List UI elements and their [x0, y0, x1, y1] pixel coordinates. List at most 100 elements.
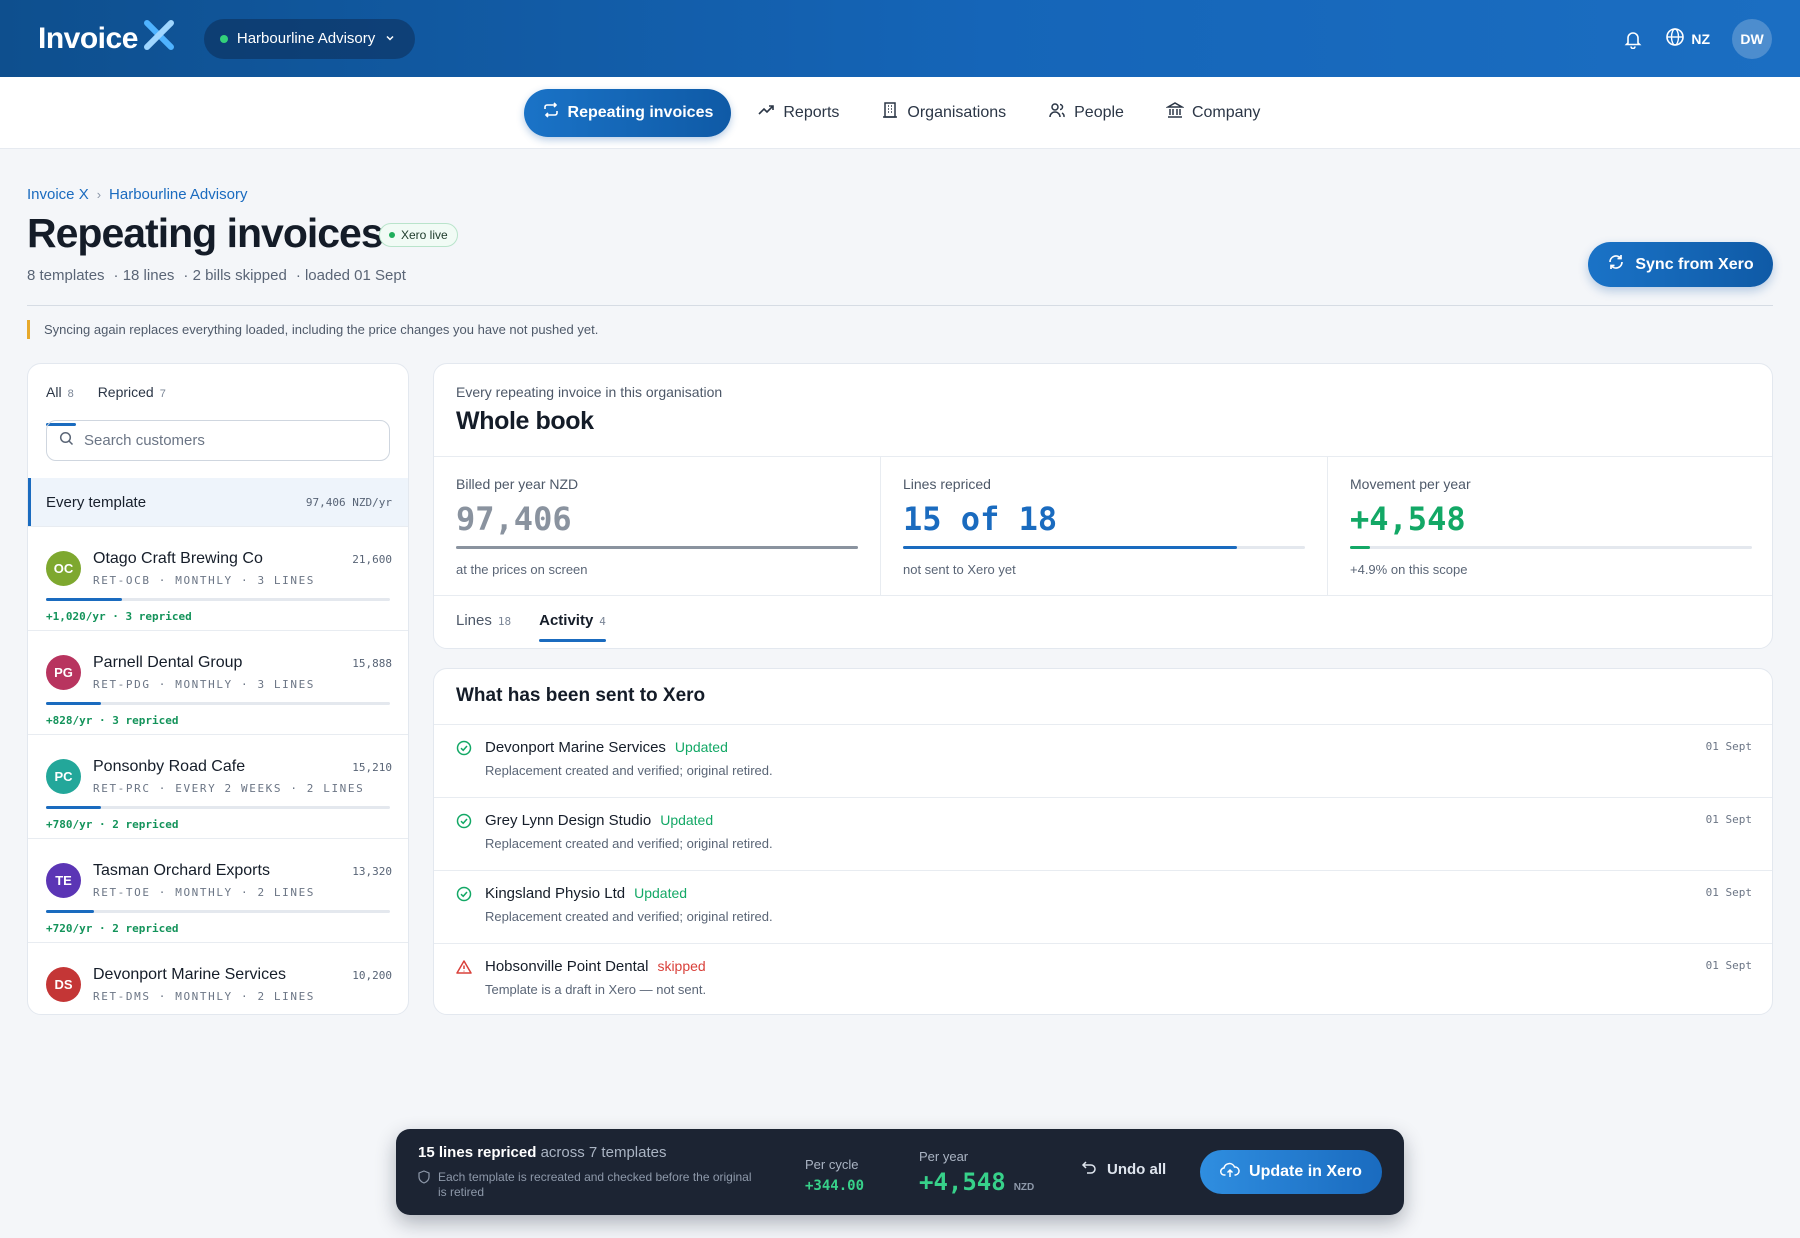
trend-icon	[757, 101, 775, 124]
whole-book-panel: Every repeating invoice in this organisa…	[433, 363, 1773, 649]
meta-skipped: · 2 bills skipped	[183, 267, 287, 284]
stat-label: Lines repriced	[903, 476, 991, 492]
customer-row[interactable]: TE Tasman Orchard Exports 13,320 RET-TOE…	[28, 838, 408, 942]
nav-people[interactable]: People	[1032, 89, 1140, 137]
customer-name: Ponsonby Road Cafe	[93, 758, 246, 775]
search-customers-field[interactable]: Search customers	[46, 420, 390, 461]
tab-count: 8	[67, 388, 74, 400]
sync-warning: Syncing again replaces everything loaded…	[27, 320, 598, 339]
customer-delta: +1,020/yr · 3 repriced	[46, 610, 192, 623]
customer-avatar: DS	[46, 967, 81, 1002]
activity-item[interactable]: Grey Lynn Design Studio Updated Replaceme…	[434, 797, 1772, 870]
stat-label: Billed per year NZD	[456, 476, 579, 492]
activity-title: What has been sent to Xero	[456, 685, 706, 706]
tab-label: Activity	[539, 612, 594, 629]
header-divider	[27, 305, 1773, 306]
pending-note: Each template is recreated and checked b…	[418, 1170, 758, 1200]
every-template-row[interactable]: Every template 97,406 NZD/yr	[28, 478, 408, 526]
activity-item[interactable]: Hobsonville Point Dental skipped Template…	[434, 943, 1772, 1014]
nav-company[interactable]: Company	[1150, 89, 1276, 137]
per-year-summary: Per year +4,548 NZD	[919, 1149, 1034, 1196]
logo-x-icon	[143, 19, 174, 58]
pending-note-text: Each template is recreated and checked b…	[438, 1170, 752, 1199]
customer-list-panel: All 8 Repriced 7 Search customers Every te…	[27, 363, 409, 1015]
bell-icon[interactable]	[1623, 29, 1643, 49]
activity-item[interactable]: Kingsland Physio Ltd Updated Replacement …	[434, 870, 1772, 943]
stat-value: +4,548	[1350, 500, 1466, 538]
customer-amount: 15,210	[352, 761, 392, 774]
customer-amount: 10,200	[352, 969, 392, 982]
customer-schedule: RET-PRC · EVERY 2 WEEKS · 2 LINES	[93, 782, 365, 795]
tab-count: 18	[497, 615, 512, 628]
stat-lines-repriced: Lines repriced 15 of 18 not sent to Xero…	[881, 457, 1328, 595]
stats-row: Billed per year NZD 97,406 at the prices…	[434, 456, 1772, 596]
pending-scope: across 7 templates	[540, 1144, 667, 1161]
activity-date: 01 Sept	[1705, 813, 1752, 826]
xero-live-badge: Xero live	[379, 223, 458, 247]
tab-count: 7	[159, 388, 166, 400]
activity-desc: Replacement created and verified; origin…	[485, 763, 773, 778]
org-switcher[interactable]: Harbourline Advisory	[203, 18, 416, 59]
customer-name: Tasman Orchard Exports	[93, 862, 270, 879]
badge-label: Xero live	[401, 228, 448, 242]
stat-note: at the prices on screen	[456, 562, 588, 577]
activity-item[interactable]: Devonport Marine Services Updated Replace…	[434, 724, 1772, 797]
customer-schedule: RET-OCB · MONTHLY · 3 LINES	[93, 574, 316, 587]
per-cycle-label: Per cycle	[805, 1157, 859, 1172]
nav-repeating-invoices[interactable]: Repeating invoices	[523, 88, 732, 137]
nav-organisations[interactable]: Organisations	[865, 89, 1022, 137]
per-year-value: +4,548	[919, 1168, 1006, 1196]
nav-label: Reports	[783, 103, 840, 121]
customer-row[interactable]: PC Ponsonby Road Cafe 15,210 RET-PRC · E…	[28, 734, 408, 838]
pending-count: 15 lines repriced	[418, 1144, 537, 1161]
activity-list: Devonport Marine Services Updated Replace…	[434, 724, 1772, 1014]
tab-label: Lines	[456, 612, 492, 629]
undo-icon	[1081, 1159, 1097, 1179]
chevron-right-icon: ›	[96, 187, 102, 202]
customer-row[interactable]: OC Otago Craft Brewing Co 21,600 RET-OCB…	[28, 526, 408, 630]
check-circle-icon	[456, 740, 472, 761]
progress-fill	[46, 910, 95, 913]
activity-date: 01 Sept	[1705, 959, 1752, 972]
customer-row[interactable]: DS Devonport Marine Services 10,200 RET-…	[28, 942, 408, 1014]
nav-reports[interactable]: Reports	[741, 89, 855, 137]
people-icon	[1048, 101, 1066, 124]
org-switcher-label: Harbourline Advisory	[236, 30, 376, 47]
customer-list: OC Otago Craft Brewing Co 21,600 RET-OCB…	[28, 526, 408, 1014]
breadcrumb: Invoice X › Harbourline Advisory	[27, 186, 247, 203]
customer-amount: 15,888	[352, 657, 392, 670]
top-bar: Invoice Harbourline Advisory NZ DW	[0, 0, 1800, 77]
customer-schedule: RET-TOE · MONTHLY · 2 LINES	[93, 886, 316, 899]
sync-from-xero-button[interactable]: Sync from Xero	[1588, 242, 1773, 287]
activity-date: 01 Sept	[1705, 740, 1752, 753]
tab-repriced[interactable]: Repriced 7	[98, 384, 166, 414]
stat-bar	[456, 546, 858, 549]
tab-all[interactable]: All 8	[46, 384, 76, 426]
undo-all-button[interactable]: Undo all	[1081, 1159, 1166, 1179]
stat-movement-per-year: Movement per year +4,548 +4.9% on this s…	[1328, 457, 1772, 595]
stat-bar	[903, 546, 1305, 549]
bank-icon	[1165, 101, 1185, 124]
globe-icon	[1665, 27, 1685, 50]
progress-fill	[46, 598, 122, 601]
locale-switcher[interactable]: NZ	[1665, 27, 1710, 50]
activity-name: Kingsland Physio Ltd	[485, 885, 626, 902]
customer-progress-bar	[46, 598, 390, 601]
customer-progress-bar	[46, 702, 390, 705]
search-placeholder: Search customers	[84, 432, 205, 449]
breadcrumb-link-root[interactable]: Invoice X	[27, 186, 89, 203]
tab-activity[interactable]: Activity 4	[539, 612, 606, 642]
nav-label: Organisations	[907, 103, 1007, 121]
refresh-icon	[1607, 253, 1625, 276]
app-logo[interactable]: Invoice	[38, 19, 174, 58]
breadcrumb-link-org[interactable]: Harbourline Advisory	[109, 186, 248, 203]
meta-loaded: · loaded 01 Sept	[295, 267, 406, 284]
customer-row[interactable]: PG Parnell Dental Group 15,888 RET-PDG ·…	[28, 630, 408, 734]
user-avatar[interactable]: DW	[1732, 18, 1772, 59]
tab-lines[interactable]: Lines 18	[456, 612, 511, 629]
customer-progress-bar	[46, 806, 390, 809]
pending-changes-bar: 15 lines repriced across 7 templates Eac…	[396, 1129, 1404, 1215]
every-template-label: Every template	[46, 493, 147, 511]
update-in-xero-button[interactable]: Update in Xero	[1200, 1150, 1382, 1194]
customer-delta: +720/yr · 2 repriced	[46, 922, 179, 935]
